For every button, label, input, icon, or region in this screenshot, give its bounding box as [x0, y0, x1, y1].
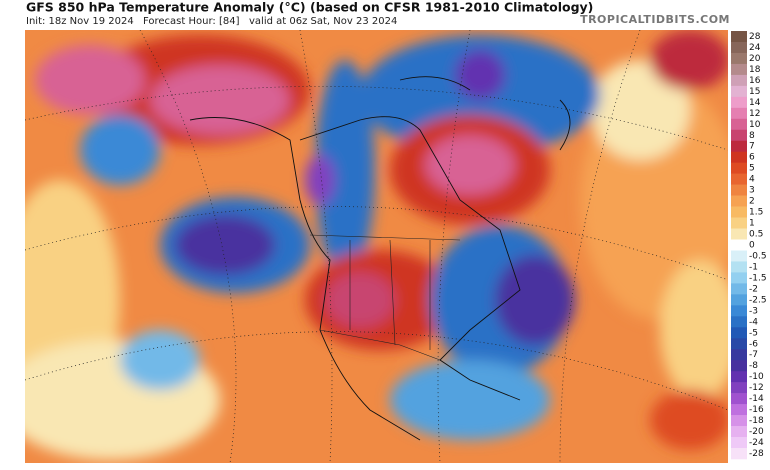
legend-label: 3 [749, 186, 755, 196]
legend-swatch [731, 162, 747, 174]
legend-label: 16 [749, 76, 761, 86]
legend-swatch [731, 272, 747, 284]
legend-label: -24 [749, 438, 764, 448]
legend-swatch [731, 426, 747, 438]
legend-swatch [731, 118, 747, 131]
legend-swatch [731, 415, 747, 427]
legend-label: 28 [749, 32, 761, 42]
legend-swatch [731, 283, 747, 295]
legend-label: -10 [749, 372, 764, 382]
legend-swatch [731, 74, 747, 87]
legend-label: -20 [749, 427, 764, 437]
legend-label: 1.5 [749, 208, 763, 218]
legend-swatch [731, 206, 747, 218]
legend-label: -12 [749, 383, 764, 393]
legend-swatch [731, 63, 747, 76]
legend-swatch [731, 228, 747, 240]
legend-label: 8 [749, 131, 755, 141]
legend-swatch [731, 85, 747, 98]
legend-swatch [731, 239, 747, 251]
legend-label: -6 [749, 339, 758, 349]
legend-swatch [731, 107, 747, 120]
legend-label: 24 [749, 43, 761, 53]
legend-label: -18 [749, 416, 764, 426]
title: GFS 850 hPa Temperature Anomaly (°C) (ba… [26, 0, 593, 15]
legend-swatch [731, 393, 747, 405]
legend-swatch [731, 327, 747, 339]
legend-swatch [731, 349, 747, 361]
legend-label: -2.5 [749, 295, 767, 305]
legend-label: 7 [749, 142, 755, 152]
legend-label: -4 [749, 317, 758, 327]
legend-swatch [731, 140, 747, 153]
valid-time: valid at 06z Sat, Nov 23 2024 [249, 16, 397, 27]
forecast-hour: Forecast Hour: [84] [143, 16, 240, 27]
legend-label: -1 [749, 262, 758, 272]
legend-swatch [731, 261, 747, 273]
legend-swatch [731, 382, 747, 394]
legend-swatch [731, 96, 747, 109]
legend-label: 15 [749, 87, 760, 97]
legend-label: -14 [749, 394, 764, 404]
legend-swatch [731, 338, 747, 350]
legend-label: 0 [749, 241, 755, 251]
legend-label: -8 [749, 361, 758, 371]
legend-swatch [731, 217, 747, 229]
legend-swatch [731, 437, 747, 449]
legend: 28242018161514121087654321.510.50-0.5-1-… [731, 31, 767, 460]
legend-label: -7 [749, 350, 758, 360]
legend-swatch [731, 294, 747, 306]
legend-swatch [731, 151, 747, 163]
watermark: TROPICALTIDBITS.COM [580, 13, 730, 26]
init-time: Init: 18z Nov 19 2024 [26, 16, 134, 27]
legend-swatch [731, 184, 747, 196]
legend-label: 14 [749, 98, 761, 108]
legend-label: -0.5 [749, 251, 767, 261]
legend-label: 4 [749, 175, 755, 185]
legend-label: 20 [749, 54, 761, 64]
legend-swatch [731, 448, 747, 460]
legend-swatch [731, 371, 747, 383]
legend-swatch [731, 52, 747, 65]
legend-label: -2 [749, 284, 758, 294]
legend-swatch [731, 305, 747, 317]
legend-label: 0.5 [749, 230, 763, 240]
legend-label: 12 [749, 109, 760, 119]
legend-swatch [731, 41, 747, 54]
legend-swatch [731, 129, 747, 142]
legend-swatch [731, 360, 747, 372]
legend-swatch [731, 404, 747, 416]
legend-label: -16 [749, 405, 764, 415]
legend-label: 2 [749, 197, 755, 207]
legend-label: 5 [749, 164, 755, 174]
legend-label: 6 [749, 153, 755, 163]
legend-swatch [731, 173, 747, 185]
anomaly-map [25, 30, 728, 463]
legend-swatch [731, 195, 747, 207]
legend-label: -3 [749, 306, 758, 316]
legend-label: -5 [749, 328, 758, 338]
legend-label: -28 [749, 449, 764, 459]
legend-swatch [731, 250, 747, 262]
legend-label: -1.5 [749, 273, 767, 283]
legend-label: 18 [749, 65, 761, 75]
legend-swatch [731, 31, 747, 43]
legend-label: 1 [749, 219, 755, 229]
legend-swatch [731, 316, 747, 328]
legend-label: 10 [749, 120, 761, 130]
